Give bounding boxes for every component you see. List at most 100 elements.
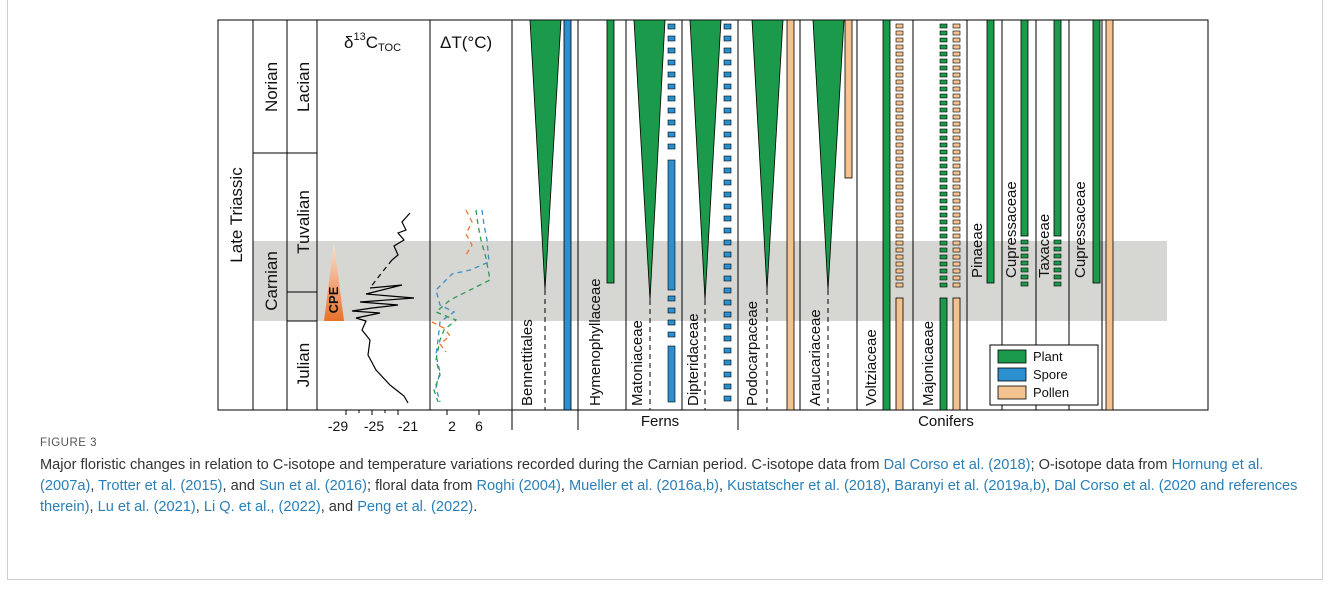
pollen-segment — [952, 128, 961, 134]
citation-link[interactable]: Hornung et al. (2007a) — [40, 457, 1264, 494]
pollen-segment — [952, 205, 961, 211]
plant-segment — [939, 184, 948, 190]
pollen-segment — [952, 72, 961, 78]
pollen-segment — [895, 44, 904, 50]
stage-label-carnian: Carnian — [262, 251, 281, 311]
figure-caption: Major floristic changes in relation to C… — [40, 455, 1300, 518]
taxon-label-voltziaceae: Voltziaceae — [863, 329, 880, 406]
plant-segment — [939, 44, 948, 50]
plant-segment — [939, 156, 948, 162]
pollen-segment — [952, 240, 961, 246]
caption-text: , — [89, 499, 98, 515]
pollen-bar-cupressaceae-2 — [1105, 19, 1114, 411]
plant-segment — [1053, 246, 1062, 252]
plant-bar-taxaceae — [1053, 19, 1062, 237]
taxon-label-taxaceae: Taxaceae — [1036, 214, 1053, 278]
pollen-segment — [895, 163, 904, 169]
plant-triangle-araucariaceae — [812, 19, 845, 291]
caption-text: , — [560, 478, 569, 494]
plant-segment — [939, 128, 948, 134]
citation-link[interactable]: Sun et al. (2016) — [259, 478, 367, 494]
legend-label-plant: Plant — [1033, 349, 1063, 364]
pollen-segment — [952, 30, 961, 36]
plant-segment — [939, 191, 948, 197]
citation-link[interactable]: Lu et al. (2021) — [97, 499, 196, 515]
figure-frame — [7, 0, 1323, 580]
plant-segment — [939, 51, 948, 57]
plant-segment — [939, 226, 948, 232]
plant-segment — [939, 114, 948, 120]
citation-link[interactable]: Li Q. et al., (2022) — [203, 499, 321, 515]
plant-bar-cupressaceae-1-dashed — [1020, 239, 1029, 287]
pollen-segment — [895, 121, 904, 127]
pollen-bar-araucariaceae — [844, 19, 853, 179]
citation-link[interactable]: Peng et al. (2022) — [357, 499, 474, 515]
pollen-segment — [952, 219, 961, 225]
substage-label-julian: Julian — [294, 343, 313, 387]
plant-segment — [1053, 260, 1062, 266]
pollen-segment — [895, 58, 904, 64]
citation-link[interactable]: Dal Corso et al. (2018) — [883, 457, 1031, 473]
d13c-tick-2: -25 — [364, 418, 384, 434]
pollen-segment — [952, 170, 961, 176]
legend-swatch-spore — [997, 367, 1027, 382]
plant-segment — [939, 261, 948, 267]
figure-label: FIGURE 3 — [40, 437, 98, 449]
caption-text: , — [90, 478, 99, 494]
plant-segment — [1053, 239, 1062, 245]
pollen-segment — [895, 233, 904, 239]
citation-link[interactable]: Baranyi et al. (2019a,b) — [894, 478, 1046, 494]
plant-segment — [939, 205, 948, 211]
pollen-bar-majonicaeae-solid — [952, 297, 961, 411]
pollen-segment — [952, 107, 961, 113]
plant-triangle-bennettitales — [529, 19, 562, 291]
citation-link[interactable]: Dal Corso et al. (2020 and references th… — [40, 478, 1298, 515]
plant-segment — [939, 219, 948, 225]
pollen-segment — [952, 135, 961, 141]
caption-text: , — [719, 478, 728, 494]
range-bars — [529, 19, 1114, 411]
citation-link[interactable]: Roghi (2004) — [476, 478, 561, 494]
citation-link[interactable]: Trotter et al. (2015) — [98, 478, 223, 494]
plant-segment — [1053, 267, 1062, 273]
plant-segment — [939, 72, 948, 78]
plant-segment — [939, 135, 948, 141]
pollen-segment — [952, 212, 961, 218]
pollen-segment — [952, 114, 961, 120]
taxon-label-majonicaeae: Majonicaeae — [920, 321, 937, 406]
pollen-segment — [952, 191, 961, 197]
pollen-segment — [895, 282, 904, 288]
plant-segment — [939, 198, 948, 204]
pollen-segment — [895, 212, 904, 218]
pollen-segment — [952, 282, 961, 288]
pollen-segment — [895, 149, 904, 155]
dt-curve-green — [433, 209, 491, 403]
pollen-segment — [895, 107, 904, 113]
pollen-segment — [895, 135, 904, 141]
pollen-segment — [952, 247, 961, 253]
caption-text: , and — [320, 499, 358, 515]
pollen-segment — [952, 184, 961, 190]
pollen-segment — [895, 156, 904, 162]
legend: Plant Spore Pollen — [989, 344, 1099, 406]
pollen-segment — [895, 114, 904, 120]
pollen-segment — [895, 247, 904, 253]
plant-segment — [939, 65, 948, 71]
citation-link[interactable]: Kustatscher et al. (2018) — [727, 478, 887, 494]
taxon-label-matoniaceae: Matoniaceae — [629, 320, 646, 406]
plant-segment — [1020, 239, 1029, 245]
pollen-segment — [952, 37, 961, 43]
pollen-segment — [952, 149, 961, 155]
taxon-label-dipteridaceae: Dipteridaceae — [685, 313, 702, 406]
pollen-segment — [952, 163, 961, 169]
plant-segment — [939, 100, 948, 106]
plant-bar-cupressaceae-1 — [1020, 19, 1029, 237]
pollen-segment — [895, 219, 904, 225]
pollen-segment — [895, 86, 904, 92]
pollen-segment — [895, 37, 904, 43]
taxon-label-hymenophyllaceae: Hymenophyllaceae — [587, 278, 604, 406]
cpe-interval-band — [253, 241, 1167, 321]
substage-label-lacian: Lacian — [294, 62, 313, 112]
pollen-segment — [952, 86, 961, 92]
citation-link[interactable]: Mueller et al. (2016a,b) — [568, 478, 720, 494]
